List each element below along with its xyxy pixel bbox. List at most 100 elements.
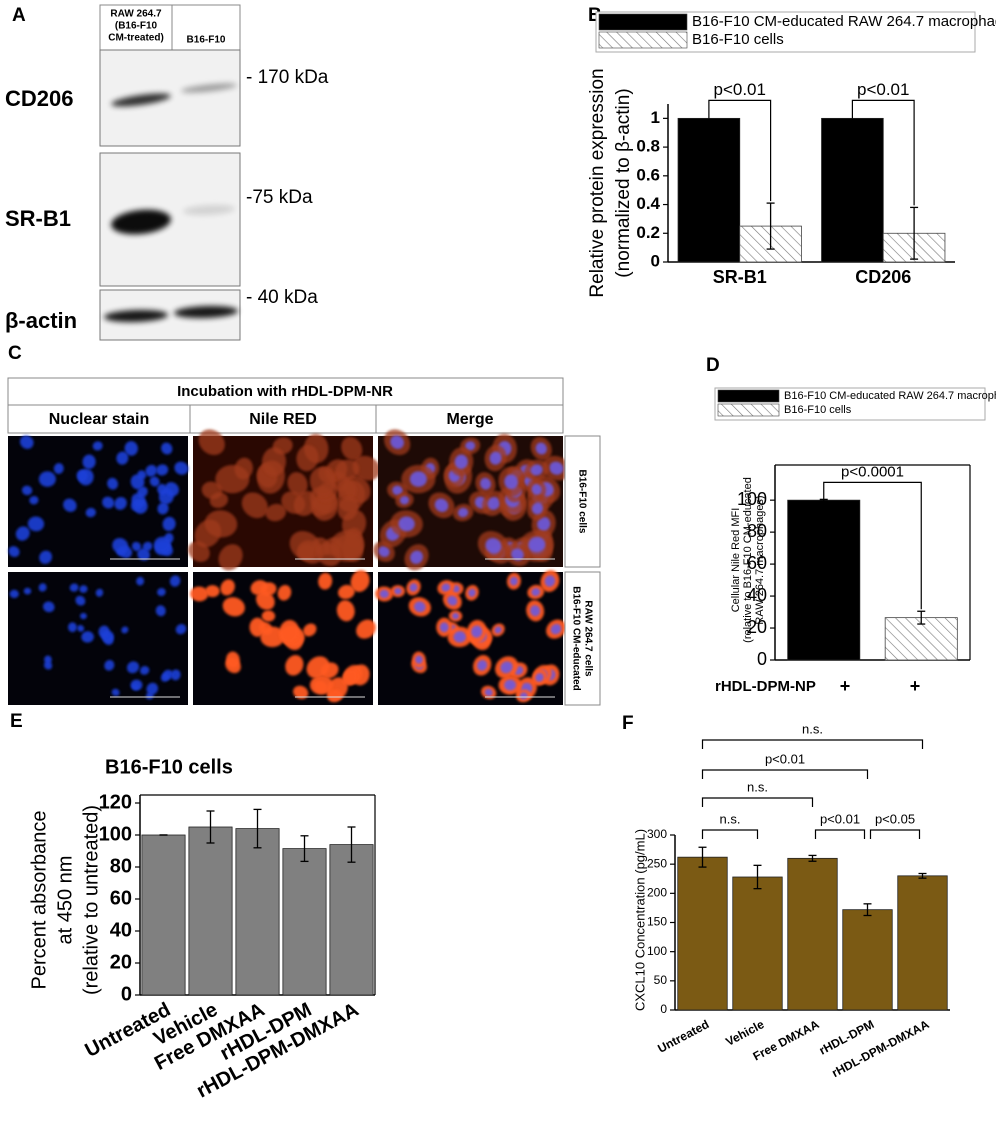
cell-nucleus: [471, 625, 483, 638]
cell-body: [337, 584, 355, 600]
x-tick-label: +: [840, 676, 851, 696]
cell-nucleus: [92, 441, 103, 451]
protein-label: CD206: [5, 86, 73, 111]
panel-label: D: [706, 355, 720, 376]
x-row-label: rHDL-DPM-NP: [715, 678, 816, 695]
protein-label: β-actin: [5, 308, 77, 333]
cell-body: [309, 467, 336, 497]
cell-nucleus: [519, 692, 528, 700]
cell-nucleus: [44, 655, 52, 664]
bar: [787, 857, 838, 1011]
cell-nucleus: [82, 454, 96, 470]
cell-nucleus: [124, 441, 138, 456]
significance-label: n.s.: [747, 779, 768, 794]
y-tick-label: 60: [110, 887, 132, 909]
y-tick-label: 300: [647, 827, 667, 841]
cell-nucleus: [116, 451, 129, 465]
cell-nucleus: [104, 659, 115, 671]
cell-nucleus: [414, 601, 426, 613]
micro-column: Nuclear stain: [49, 411, 149, 428]
cell-nucleus: [162, 516, 176, 532]
cell-nucleus: [399, 495, 410, 505]
blot-band: [111, 93, 171, 107]
cell-body: [277, 584, 292, 601]
lane-label: CM-treated): [108, 33, 164, 44]
micro-image: [373, 429, 571, 571]
cell-body: [341, 436, 363, 461]
cell-nucleus: [465, 441, 476, 451]
y-tick-label: 100: [647, 944, 667, 958]
cell-nucleus: [392, 485, 403, 496]
cell-nucleus: [164, 482, 179, 497]
cell-nucleus: [67, 622, 77, 633]
cell-nucleus: [23, 587, 32, 595]
y-tick-label: 0: [651, 251, 660, 270]
cell-body: [303, 623, 317, 637]
lane-label: B16-F10: [187, 35, 226, 46]
cell-nucleus: [161, 442, 173, 455]
bar: [235, 828, 280, 996]
y-tick-label: 40: [110, 919, 132, 941]
cell-nucleus: [447, 595, 458, 606]
cell-nucleus: [531, 483, 542, 495]
cell-body: [289, 531, 321, 561]
cell-nucleus: [175, 623, 187, 635]
cell-nucleus: [149, 476, 160, 487]
cell-nucleus: [480, 477, 491, 490]
cell-nucleus: [509, 576, 518, 586]
cell-nucleus: [530, 464, 543, 476]
cell-nucleus: [378, 546, 390, 558]
marker-label: -75 kDa: [246, 187, 313, 208]
bar: [188, 826, 233, 996]
significance-bracket: [708, 99, 772, 202]
cell-nucleus: [137, 486, 148, 498]
lane-label: RAW 264.7: [110, 9, 162, 20]
cell-nucleus: [434, 498, 449, 512]
y-axis-label: (normalized to β-actin): [613, 88, 634, 277]
blot-panel: [99, 49, 241, 147]
cell-nucleus: [530, 605, 541, 617]
cell-body: [209, 492, 229, 509]
cell-nucleus: [390, 435, 404, 449]
y-tick-label: 40: [747, 585, 767, 605]
cell-body: [218, 544, 243, 571]
y-tick-label: 50: [654, 973, 668, 987]
legend-label: B16-F10 CM-educated RAW 264.7 macrophage…: [692, 13, 996, 30]
cell-nucleus: [145, 692, 154, 700]
cell-nucleus: [139, 666, 150, 675]
micro-row-label: B16-F10 cells: [576, 470, 587, 534]
cell-nucleus: [409, 471, 427, 487]
x-tick-label: rHDL-DPM-DMXAA: [829, 1017, 931, 1080]
significance-bracket: [814, 829, 866, 839]
cell-body: [287, 472, 308, 496]
marker-label: - 170 kDa: [246, 67, 329, 88]
significance-bracket: [701, 829, 759, 839]
cell-nucleus: [477, 659, 488, 671]
cell-nucleus: [107, 477, 119, 490]
cell-body: [249, 617, 266, 637]
cell-nucleus: [511, 548, 524, 561]
cell-nucleus: [75, 595, 86, 606]
cell-nucleus: [131, 541, 142, 552]
cell-body: [296, 444, 319, 472]
cell-body: [336, 600, 355, 622]
x-tick-label: SR-B1: [713, 267, 767, 287]
bar: [677, 117, 741, 263]
panel-label: A: [12, 5, 26, 26]
legend-label: B16-F10 cells: [692, 31, 784, 48]
cell-nucleus: [169, 575, 181, 587]
y-axis-label: Cellular Nile Red MFI: [730, 508, 742, 613]
cell-nucleus: [9, 589, 19, 599]
bar: [884, 617, 958, 661]
cell-nucleus: [69, 583, 79, 592]
cell-nucleus: [111, 688, 120, 697]
legend-label: B16-F10 cells: [784, 404, 852, 416]
significance-bracket: [701, 739, 924, 749]
legend-swatch: [598, 13, 688, 31]
cell-body: [327, 689, 343, 703]
micro-title: Incubation with rHDL-DPM-NR: [177, 383, 393, 400]
cell-body: [241, 492, 268, 519]
cell-nucleus: [157, 588, 166, 597]
y-axis-label: CXCL10 Concentration (pg/mL): [632, 829, 647, 1011]
legend-swatch: [717, 389, 780, 403]
